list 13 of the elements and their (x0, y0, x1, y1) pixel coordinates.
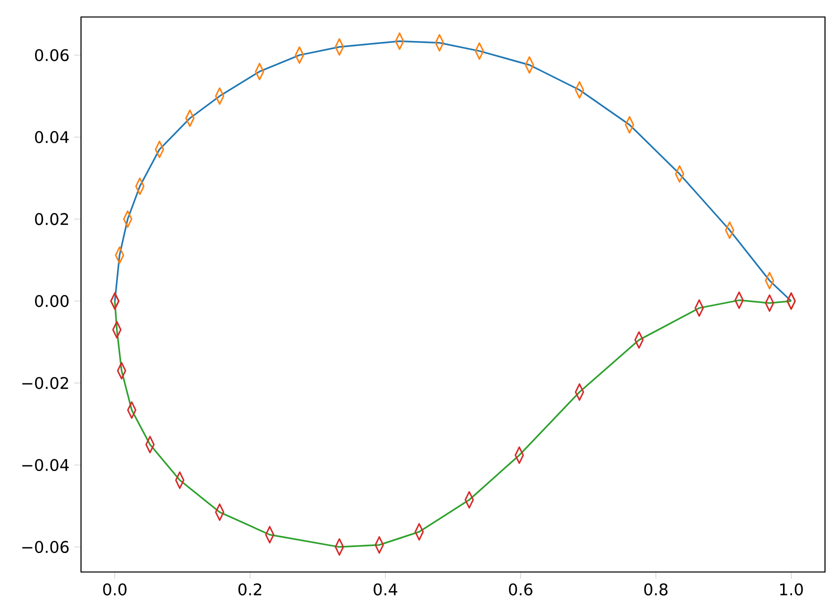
x-tick-label: 0.4 (374, 583, 398, 596)
x-tick-label: 0.2 (238, 583, 262, 596)
y-tick-label: 0.02 (35, 213, 68, 226)
y-tick-label: 0.06 (35, 49, 69, 62)
y-tick-label: −0.04 (22, 458, 69, 472)
x-tick-label: 0.8 (644, 583, 668, 596)
x-tick-label: 1.0 (780, 583, 803, 596)
y-tick-label: −0.06 (22, 540, 69, 554)
y-tick-label: 0.04 (35, 131, 69, 144)
x-tick-label: 0.0 (103, 583, 126, 596)
x-tick-label: 0.6 (508, 583, 532, 596)
y-tick-label: −0.02 (22, 376, 68, 390)
y-tick-label: 0.00 (35, 294, 69, 308)
